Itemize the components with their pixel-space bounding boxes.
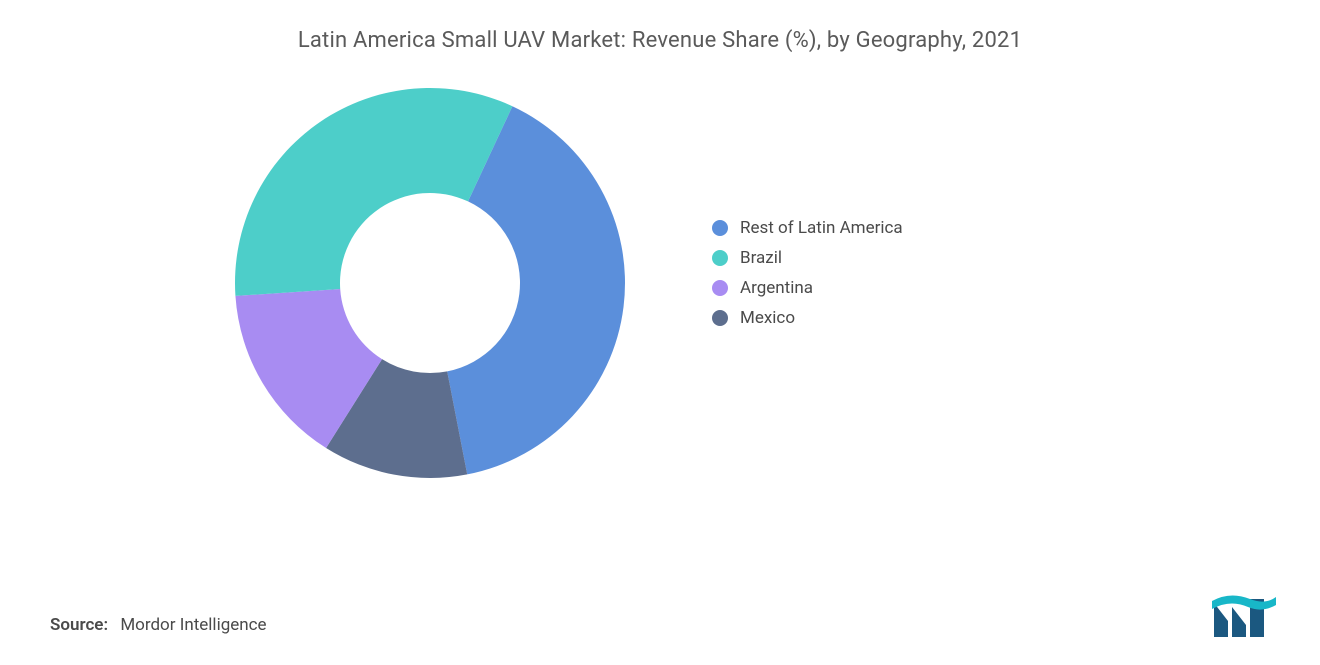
chart-area: Rest of Latin America Brazil Argentina Mexi…: [0, 63, 1320, 543]
legend-label: Mexico: [740, 308, 795, 328]
legend-swatch: [712, 250, 728, 266]
legend-label: Brazil: [740, 248, 782, 268]
legend-label: Rest of Latin America: [740, 218, 903, 238]
source-attribution: Source: Mordor Intelligence: [50, 615, 267, 635]
legend-item: Rest of Latin America: [712, 218, 903, 238]
legend-swatch: [712, 220, 728, 236]
legend-item: Mexico: [712, 308, 903, 328]
brand-logo: [1210, 593, 1280, 643]
legend-item: Brazil: [712, 248, 903, 268]
source-label: Source:: [50, 615, 108, 635]
donut-slice: [235, 88, 512, 296]
legend-swatch: [712, 310, 728, 326]
chart-title: Latin America Small UAV Market: Revenue …: [0, 0, 1320, 53]
legend-label: Argentina: [740, 278, 813, 298]
legend-swatch: [712, 280, 728, 296]
legend-item: Argentina: [712, 278, 903, 298]
donut-chart: [230, 83, 630, 487]
source-value: Mordor Intelligence: [120, 615, 266, 635]
legend: Rest of Latin America Brazil Argentina Mexi…: [712, 218, 903, 338]
